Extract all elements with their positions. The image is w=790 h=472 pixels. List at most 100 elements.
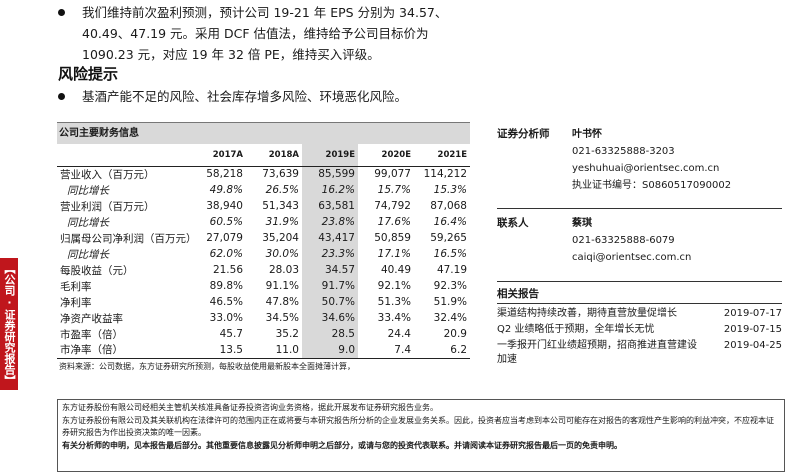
table-row: 同比增长 49.8% 26.5% 16.2% 15.7% 15.3% (57, 182, 470, 198)
table-cell: 73,639 (262, 168, 299, 181)
contact-phone: 021-63325888-6079 (572, 235, 675, 246)
table-row: 归属母公司净利润（百万元） 27,079 35,204 43,417 50,859 59,… (57, 230, 470, 246)
related-report-item[interactable]: 渠道结构持续改善，期待直营放量促增长 2019-07-17 (497, 307, 782, 321)
table-cell: 51.9% (433, 296, 467, 308)
column-header: 2021E (414, 144, 470, 167)
table-header-row: 2017A 2018A 2019E 2020E 2021E (57, 144, 470, 167)
related-report-title: 一季报开门红业绩超预期，招商推进直营建设加速 (497, 340, 697, 365)
table-cell: 9.0 (302, 342, 358, 359)
table-cell: 46.5% (209, 296, 243, 308)
table-cell: 32.4% (433, 312, 467, 324)
table-cell: 51.3% (377, 296, 411, 308)
table-cell: 13.5 (190, 342, 246, 359)
disclaimer-line: 有关分析师的申明，见本报告最后部分。其他重要信息披露见分析师申明之后部分，或请与… (62, 440, 622, 450)
table-cell: 92.1% (377, 280, 411, 292)
divider (497, 281, 782, 282)
analyst-cert: 执业证书编号：S0860517090002 (572, 180, 732, 191)
table-cell: 114,212 (423, 168, 467, 181)
related-report-title: Q2 业绩略低于预期，全年增长无忧 (497, 324, 655, 335)
table-cell: 11.0 (246, 342, 302, 359)
table-cell: 30.0% (265, 248, 299, 260)
table-cell: 20.9 (443, 328, 467, 340)
table-cell: 91.7% (302, 278, 358, 294)
financial-table: 公司主要财务信息 2017A 2018A 2019E 2020E 2021E 营业收入（… (57, 122, 470, 372)
divider (497, 208, 782, 209)
contact-email[interactable]: caiqi@orientsec.com.cn (572, 252, 692, 263)
row-label: 同比增长 (67, 216, 109, 229)
divider (497, 303, 782, 304)
row-label: 归属母公司净利润（百万元） (60, 232, 197, 245)
disclaimer-line: 东方证券股份有限公司及其关联机构在法律许可的范围内正在或将要与本研究报告所分析的… (62, 415, 774, 438)
table-cell: 33.0% (209, 312, 243, 324)
table-cell: 74,792 (374, 200, 411, 212)
row-label: 同比增长 (67, 248, 109, 261)
table-cell: 16.4% (433, 216, 467, 228)
analyst-card: 证券分析师 叶书怀 021-63325888-3203 yeshuhuai@or… (497, 126, 782, 194)
table-cell: 43,417 (302, 230, 358, 246)
table-cell: 34.6% (302, 310, 358, 326)
table-cell: 87,068 (430, 200, 467, 212)
table-cell: 38,940 (206, 200, 243, 212)
valuation-bullet: 我们维持前次盈利预测，预计公司 19-21 年 EPS 分别为 34.57、40… (58, 2, 478, 65)
row-label: 营业利润（百万元） (60, 200, 155, 213)
table-cell: 24.4 (387, 328, 411, 340)
table-row: 营业收入（百万元） 58,218 73,639 85,599 99,077 114,212 (57, 166, 470, 182)
related-reports-title: 相关报告 (497, 288, 539, 300)
table-row: 净利率 46.5% 47.8% 50.7% 51.3% 51.9% (57, 294, 470, 310)
contact-name: 蔡琪 (572, 218, 592, 229)
table-cell: 33.4% (377, 312, 411, 324)
related-report-date: 2019-07-15 (723, 324, 782, 335)
column-header: 2019E (302, 144, 358, 167)
table-cell: 35.2 (275, 328, 299, 340)
table-cell: 17.1% (377, 248, 411, 260)
analyst-email[interactable]: yeshuhuai@orientsec.com.cn (572, 163, 720, 174)
table-row: 营业利润（百万元） 38,940 51,343 63,581 74,792 87,068 (57, 198, 470, 214)
table-cell: 63,581 (302, 198, 358, 214)
table-cell: 59,265 (430, 232, 467, 244)
table-row: 毛利率 89.8% 91.1% 91.7% 92.1% 92.3% (57, 278, 470, 294)
table-cell: 50.7% (302, 294, 358, 310)
table-cell: 23.8% (302, 214, 358, 230)
table-cell: 92.3% (433, 280, 467, 292)
table-row: 净资产收益率 33.0% 34.5% 34.6% 33.4% 32.4% (57, 310, 470, 326)
table-cell: 47.8% (265, 296, 299, 308)
risk-bullet: 基酒产能不足的风险、社会库存增多风险、环境恶化风险。 (58, 86, 478, 107)
table-row: 同比增长 60.5% 31.9% 23.8% 17.6% 16.4% (57, 214, 470, 230)
financial-data-table: 2017A 2018A 2019E 2020E 2021E 营业收入（百万元） 58,21… (57, 144, 470, 359)
related-report-item[interactable]: 一季报开门红业绩超预期，招商推进直营建设加速 2019-04-25 (497, 339, 782, 367)
table-cell: 85,599 (302, 166, 358, 182)
analyst-phone: 021-63325888-3203 (572, 146, 675, 157)
table-cell: 15.3% (433, 184, 467, 196)
table-cell: 62.0% (209, 248, 243, 260)
table-cell: 50,859 (374, 232, 411, 244)
related-report-date: 2019-07-17 (723, 308, 782, 319)
table-cell: 49.8% (209, 184, 243, 196)
table-cell: 47.19 (436, 264, 467, 276)
table-cell: 58,218 (206, 168, 243, 181)
table-cell: 99,077 (374, 168, 411, 181)
table-cell: 15.7% (377, 184, 411, 196)
row-label: 市盈率（倍） (60, 328, 123, 341)
table-cell: 16.5% (433, 248, 467, 260)
valuation-text: 我们维持前次盈利预测，预计公司 19-21 年 EPS 分别为 34.57、40… (82, 5, 448, 62)
table-source-note: 资料来源：公司数据，东方证券研究所预测，每股收益使用最新股本全面摊薄计算， (59, 361, 355, 371)
bullet-icon (58, 9, 65, 16)
bullet-icon (58, 93, 65, 100)
table-row: 每股收益（元） 21.56 28.03 34.57 40.49 47.19 (57, 262, 470, 278)
row-label: 营业收入（百万元） (60, 168, 155, 181)
table-cell: 31.9% (265, 216, 299, 228)
table-cell: 27,079 (206, 232, 243, 244)
analyst-name: 叶书怀 (572, 129, 602, 140)
related-report-item[interactable]: Q2 业绩略低于预期，全年增长无忧 2019-07-15 (497, 323, 782, 337)
table-cell: 51,343 (262, 200, 299, 212)
row-label: 净资产收益率 (60, 312, 123, 325)
column-header (57, 144, 190, 167)
table-cell: 91.1% (265, 280, 299, 292)
risk-title: 风险提示 (58, 65, 119, 83)
table-cell: 34.57 (302, 262, 358, 278)
table-cell: 16.2% (302, 182, 358, 198)
column-header: 2017A (190, 144, 246, 167)
column-header: 2018A (246, 144, 302, 167)
table-cell: 60.5% (209, 216, 243, 228)
table-cell: 7.4 (358, 342, 414, 359)
